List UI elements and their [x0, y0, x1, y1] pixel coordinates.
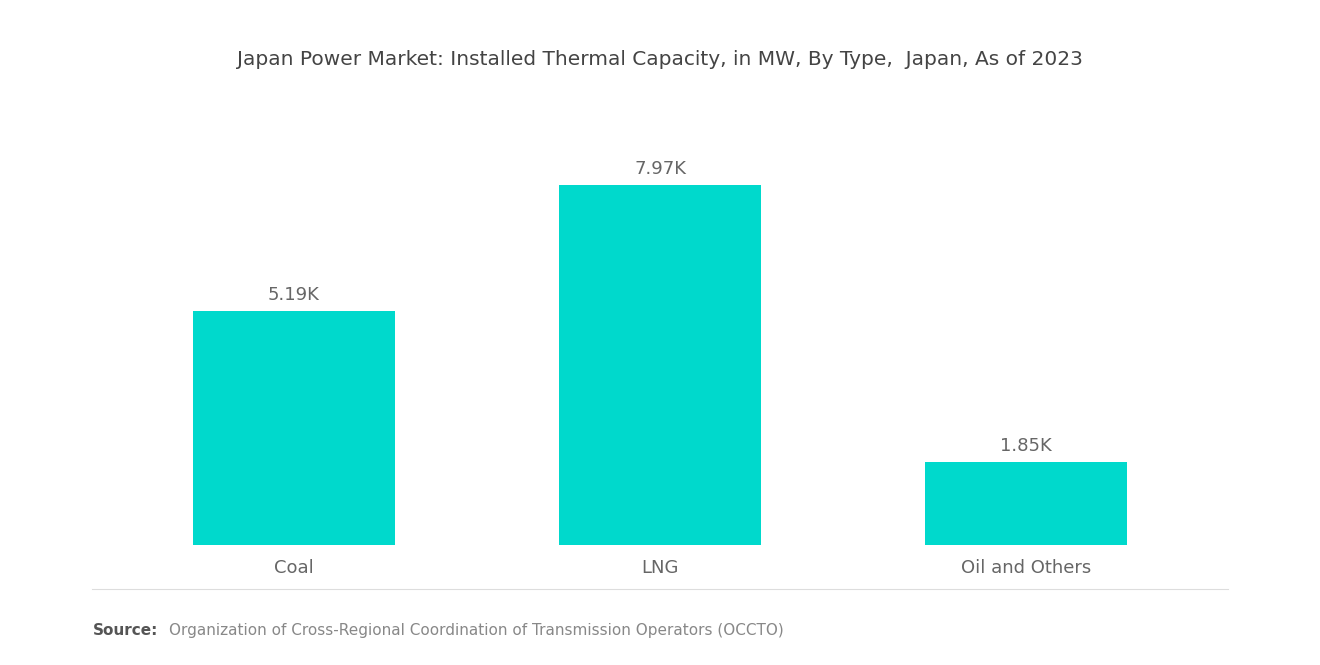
Text: Organization of Cross-Regional Coordination of Transmission Operators (OCCTO): Organization of Cross-Regional Coordinat…: [169, 623, 784, 638]
Text: 7.97K: 7.97K: [634, 160, 686, 178]
Text: 1.85K: 1.85K: [1001, 437, 1052, 455]
Bar: [560, 185, 760, 545]
Bar: [193, 311, 395, 545]
Text: Source:: Source:: [92, 623, 158, 638]
Bar: [925, 462, 1127, 545]
Title: Japan Power Market: Installed Thermal Capacity, in MW, By Type,  Japan, As of 20: Japan Power Market: Installed Thermal Ca…: [238, 51, 1082, 69]
Text: 5.19K: 5.19K: [268, 286, 319, 304]
